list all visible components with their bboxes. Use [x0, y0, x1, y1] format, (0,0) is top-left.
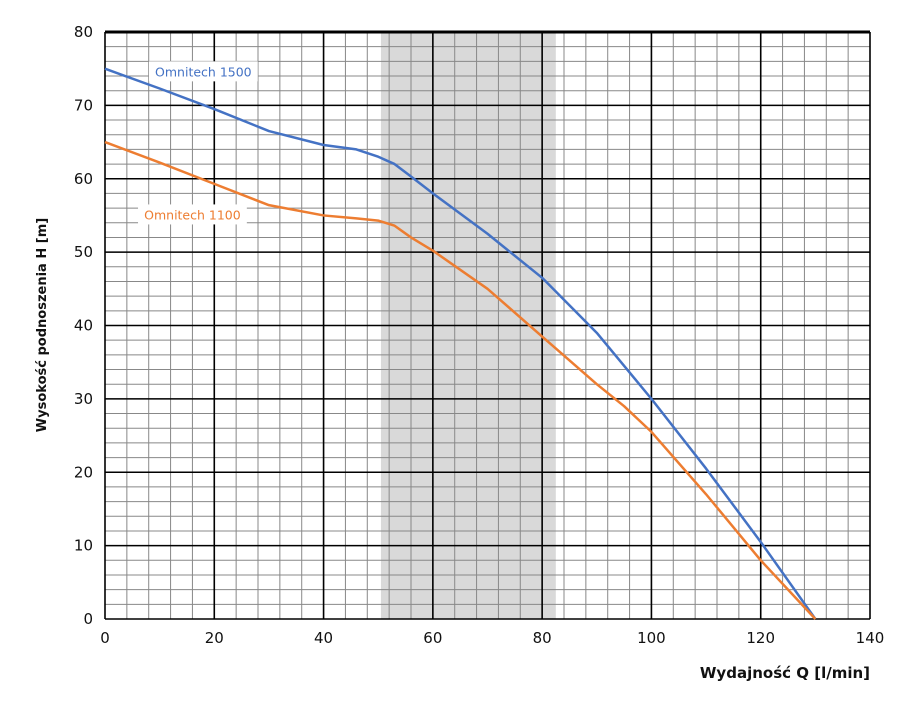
x-tick-label: 40: [314, 629, 333, 647]
series-label-bg: [138, 204, 247, 225]
y-tick-label: 10: [74, 537, 93, 555]
y-tick-label: 20: [74, 463, 93, 481]
y-tick-label: 70: [74, 96, 93, 114]
y-tick-label: 0: [83, 610, 93, 628]
x-tick-label: 0: [100, 629, 110, 647]
x-tick-label: 140: [856, 629, 885, 647]
x-tick-label: 20: [205, 629, 224, 647]
series-label-bg: [148, 61, 258, 82]
y-tick-label: 40: [74, 317, 93, 335]
series-line-1: [104, 67, 817, 620]
series-line-2: [104, 140, 817, 620]
x-tick-label: 60: [423, 629, 442, 647]
y-axis-label: Wysokość podnoszenia H [m]: [35, 218, 50, 432]
series-label-2: Omnitech 1100: [144, 207, 241, 222]
y-tick-label: 50: [74, 243, 93, 261]
series-label-1: Omnitech 1500: [155, 64, 252, 79]
y-tick-label: 30: [74, 390, 93, 408]
y-tick-label: 80: [74, 23, 93, 41]
x-axis-label: Wydajność Q [l/min]: [700, 664, 870, 682]
y-tick-label: 60: [74, 170, 93, 188]
x-tick-label: 100: [637, 629, 666, 647]
x-tick-label: 120: [746, 629, 775, 647]
x-tick-label: 80: [533, 629, 552, 647]
